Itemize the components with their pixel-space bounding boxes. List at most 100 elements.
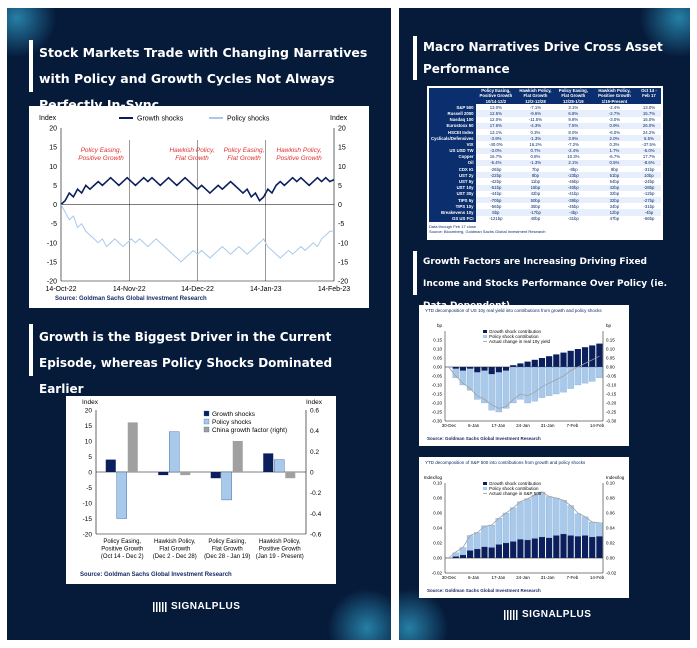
bar-growth: [481, 367, 488, 371]
x-tick-label: 14-Dec-22: [181, 286, 214, 293]
y-tick-label-right: 0.4: [310, 428, 319, 435]
right-title-1: Macro Narratives Drive Cross Asset Perfo…: [413, 36, 683, 80]
table-cell: 26.0%: [636, 122, 661, 129]
table-cell: -3.0%: [608, 117, 621, 123]
table-cell: 13.1%: [489, 129, 502, 135]
bar-policy: [481, 525, 488, 547]
table-cell: 0.8%: [530, 154, 541, 160]
table-cell: 0.3%: [609, 141, 620, 147]
y-tick-label-left: 0.00: [433, 556, 442, 561]
signalplus-logo: SIGNALPLUS: [153, 601, 240, 612]
bar-policy: [488, 374, 495, 411]
table-cell: 32bp: [609, 191, 620, 197]
y-tick-label-right: 0.04: [606, 526, 615, 531]
bar-growth: [467, 550, 474, 558]
glow-decoration: [327, 588, 391, 640]
x-tick-label: 14-Jan-23: [250, 286, 282, 293]
y-axis-title-right: Index: [306, 399, 323, 406]
bar-growth: [546, 356, 553, 367]
bar-growth: [510, 365, 517, 367]
y-tick-label-right: -15: [338, 259, 348, 266]
bar-growth: [567, 350, 574, 367]
spx-chart-title: YTD decomposition of S&P 500 into contri…: [425, 460, 586, 465]
table-cell: -70bp: [475, 197, 517, 204]
legend-label: Policy shock contribution: [489, 334, 539, 339]
table-cell: -40bp: [554, 184, 592, 191]
x-tick-label: 17-Jan: [491, 575, 505, 580]
table-row-label: VIX: [429, 141, 476, 148]
bar-policy: [567, 505, 574, 536]
table-cell: 34bp: [609, 203, 620, 209]
y-tick-label-left: -5: [51, 221, 57, 228]
bar-policy: [531, 366, 538, 402]
legend-swatch: [483, 482, 487, 485]
legend-swatch: [483, 330, 487, 333]
y-tick-label-right: 0.02: [606, 541, 615, 546]
table-header-cell: 1/19-Present: [591, 98, 637, 105]
y-axis-title-right: Index: [330, 115, 348, 122]
bar-growth: [524, 540, 531, 558]
bar-policy: [531, 494, 538, 539]
table-header-cell: Oct 14 - Feb 17: [636, 88, 661, 98]
y-tick-label-right: -5: [338, 221, 344, 228]
table-cell: -4.3%: [516, 122, 555, 129]
table-row: UST 2y -22bp 8bp -23bp 51bp 10bp: [429, 172, 661, 179]
table-cell: 0.9%: [591, 122, 637, 129]
category-label: Positive Growth: [101, 547, 143, 553]
table-cell: 9.8%: [568, 117, 579, 123]
table-cell: 17.7%: [642, 154, 656, 160]
table-cell: -2.4%: [554, 147, 592, 154]
table-cell: 6.8%: [554, 110, 592, 117]
bar-growth: [481, 546, 488, 558]
x-tick-label: 30-Dec: [442, 423, 457, 428]
table-cell: 15bp: [516, 184, 555, 191]
legend-label: Policy shocks: [212, 419, 252, 426]
table-cell: -51bp: [475, 184, 517, 191]
table-cell: -4bp: [554, 209, 592, 216]
y-tick-label-right: 0.05: [606, 356, 615, 361]
bar-policy: [517, 366, 524, 400]
bar-policy: [466, 535, 474, 551]
bar-growth: [452, 367, 459, 369]
bar-growth: [459, 555, 467, 558]
y-tick-label-right: 15: [338, 145, 346, 152]
bar: [263, 453, 274, 472]
legend-label: Actual change in real 10y yield: [489, 339, 551, 344]
table-cell: 16.2%: [529, 141, 542, 147]
y-tick-label-right: -0.15: [606, 392, 617, 397]
yield-chart: -0.30 -0.30 -0.25 -0.25 -0.20 -0.20 -0.15 -0.15…: [432, 323, 617, 428]
x-tick-label: 17-Jan: [491, 423, 505, 428]
table-header-cell: 10/14-12/2: [475, 98, 517, 105]
table-row-label: UST 5y: [429, 178, 476, 185]
table-row-label: S&P 500: [429, 104, 476, 111]
table-cell: -45bp: [567, 203, 579, 209]
y-tick-label-right: -0.4: [310, 511, 322, 518]
table-cell: -9.6%: [516, 110, 555, 117]
table-cell: 0.5%: [591, 159, 637, 167]
yield-chart-source: Source: Goldman Sachs Global Investment …: [427, 436, 541, 441]
y-axis-title-left: bp: [437, 323, 443, 328]
bar-policy: [452, 368, 459, 378]
bar-growth: [560, 534, 567, 558]
table-cell: 12bp: [591, 209, 637, 216]
bar-policy: [524, 498, 531, 541]
table-cell: 40bp: [530, 216, 541, 222]
y-tick-label-right: -0.6: [310, 532, 322, 539]
y-tick-label-left: 5: [53, 183, 57, 190]
y-tick-label-right: 20: [338, 126, 346, 133]
table-row-label: HSCEI Index: [429, 128, 476, 136]
bar-policy: [560, 366, 567, 393]
bar-policy: [538, 491, 546, 538]
y-tick-label-right: 0.10: [606, 347, 615, 352]
bar-policy: [574, 513, 582, 537]
table-cell: 8.0%: [568, 129, 579, 135]
y-tick-label-right: 0.06: [606, 511, 615, 516]
bar-policy: [545, 496, 553, 538]
legend-swatch: [483, 487, 487, 490]
table-row: VIX -40.0% 16.2% -7.2% 0.3% -37.5%: [429, 141, 661, 148]
bar-policy: [502, 370, 510, 409]
category-label: Positive Growth: [259, 547, 301, 553]
table-cell: -31bp: [567, 216, 579, 222]
table-cell: 42bp: [591, 184, 637, 191]
bar-policy: [524, 366, 531, 404]
